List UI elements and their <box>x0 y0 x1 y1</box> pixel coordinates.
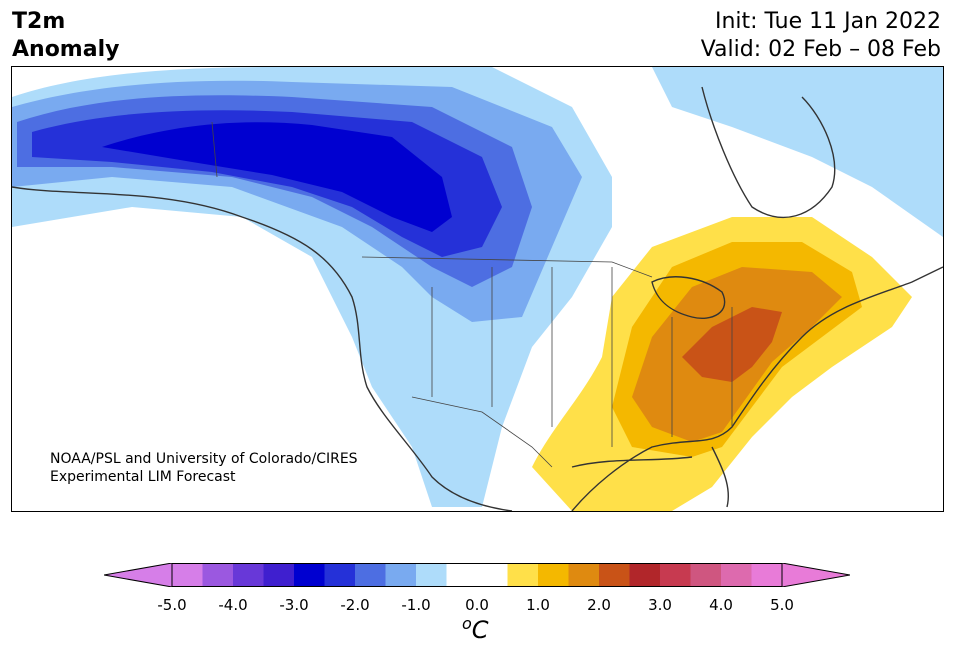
unit-degree: o <box>462 614 472 633</box>
colorbar <box>104 563 850 587</box>
colorbar-tick-label: 1.0 <box>526 596 550 614</box>
colorbar-segment <box>263 563 295 587</box>
colorbar-tick-label: 4.0 <box>709 596 733 614</box>
anomaly-band-minus-1-east <box>652 67 943 237</box>
colorbar-segment <box>355 563 386 587</box>
colorbar-segment <box>172 563 203 587</box>
colorbar-segment <box>751 563 783 587</box>
map-canvas <box>12 67 943 511</box>
colorbar-segment <box>477 563 508 587</box>
colorbar-segment <box>690 563 722 587</box>
colorbar-tick-label: 2.0 <box>587 596 611 614</box>
colorbar-tick-label: 3.0 <box>648 596 672 614</box>
hudson-bay <box>701 86 836 219</box>
colorbar-unit: oC <box>462 614 489 644</box>
warm-anomaly-region <box>532 217 912 511</box>
map-title: T2m Anomaly <box>12 8 119 64</box>
colorbar-segment <box>599 563 630 587</box>
colorbar-tick-label: 5.0 <box>770 596 794 614</box>
init-date: Init: Tue 11 Jan 2022 <box>714 9 941 34</box>
title-variable: T2m <box>12 9 66 34</box>
colorbar-outline <box>171 563 783 587</box>
colorbar-under-extension <box>104 563 173 587</box>
colorbar-segment <box>385 563 417 587</box>
forecast-dates: Init: Tue 11 Jan 2022 Valid: 02 Feb – 08… <box>701 8 941 64</box>
colorbar-segment <box>202 563 234 587</box>
colorbar-segment <box>416 563 447 587</box>
colorbar-segment <box>629 563 661 587</box>
colorbar-segment <box>660 563 691 587</box>
map-credit: NOAA/PSL and University of Colorado/CIRE… <box>50 450 358 486</box>
colorbar-segment <box>233 563 264 587</box>
colorbar-segment <box>324 563 356 587</box>
state-lines <box>431 267 733 447</box>
great-lakes <box>651 276 726 319</box>
colorbar-tick-label: -2.0 <box>340 596 370 614</box>
title-field: Anomaly <box>12 37 120 62</box>
colorbar-segment <box>721 563 752 587</box>
colorbar-segment <box>538 563 569 587</box>
anomaly-band-minus-5 <box>102 122 452 232</box>
florida <box>711 446 729 508</box>
pacific-coastline <box>12 186 513 511</box>
gulf-coast <box>571 456 693 468</box>
anomaly-map: NOAA/PSL and University of Colorado/CIRE… <box>11 66 944 512</box>
us-mexico-border <box>411 396 553 468</box>
colorbar-tick-label: -3.0 <box>279 596 309 614</box>
us-canada-border <box>361 256 653 278</box>
colorbar-tick-label: -5.0 <box>157 596 187 614</box>
alaska-border <box>211 121 218 178</box>
credit-line-2: Experimental LIM Forecast <box>50 469 236 485</box>
atlantic-coastline <box>571 266 943 511</box>
colorbar-tick-label: 0.0 <box>465 596 489 614</box>
valid-range: Valid: 02 Feb – 08 Feb <box>700 37 941 62</box>
credit-line-1: NOAA/PSL and University of Colorado/CIRE… <box>50 451 358 467</box>
colorbar-segment <box>446 563 478 587</box>
colorbar-over-extension <box>781 563 850 587</box>
colorbar-segment <box>568 563 600 587</box>
political-borders <box>211 121 733 468</box>
unit-symbol: C <box>471 616 489 644</box>
colorbar-tick-label: -4.0 <box>218 596 248 614</box>
colorbar-tick-label: -1.0 <box>401 596 431 614</box>
cold-anomaly-region <box>12 67 943 507</box>
coastlines <box>12 86 943 511</box>
colorbar-segment <box>294 563 325 587</box>
colorbar-segment <box>507 563 539 587</box>
